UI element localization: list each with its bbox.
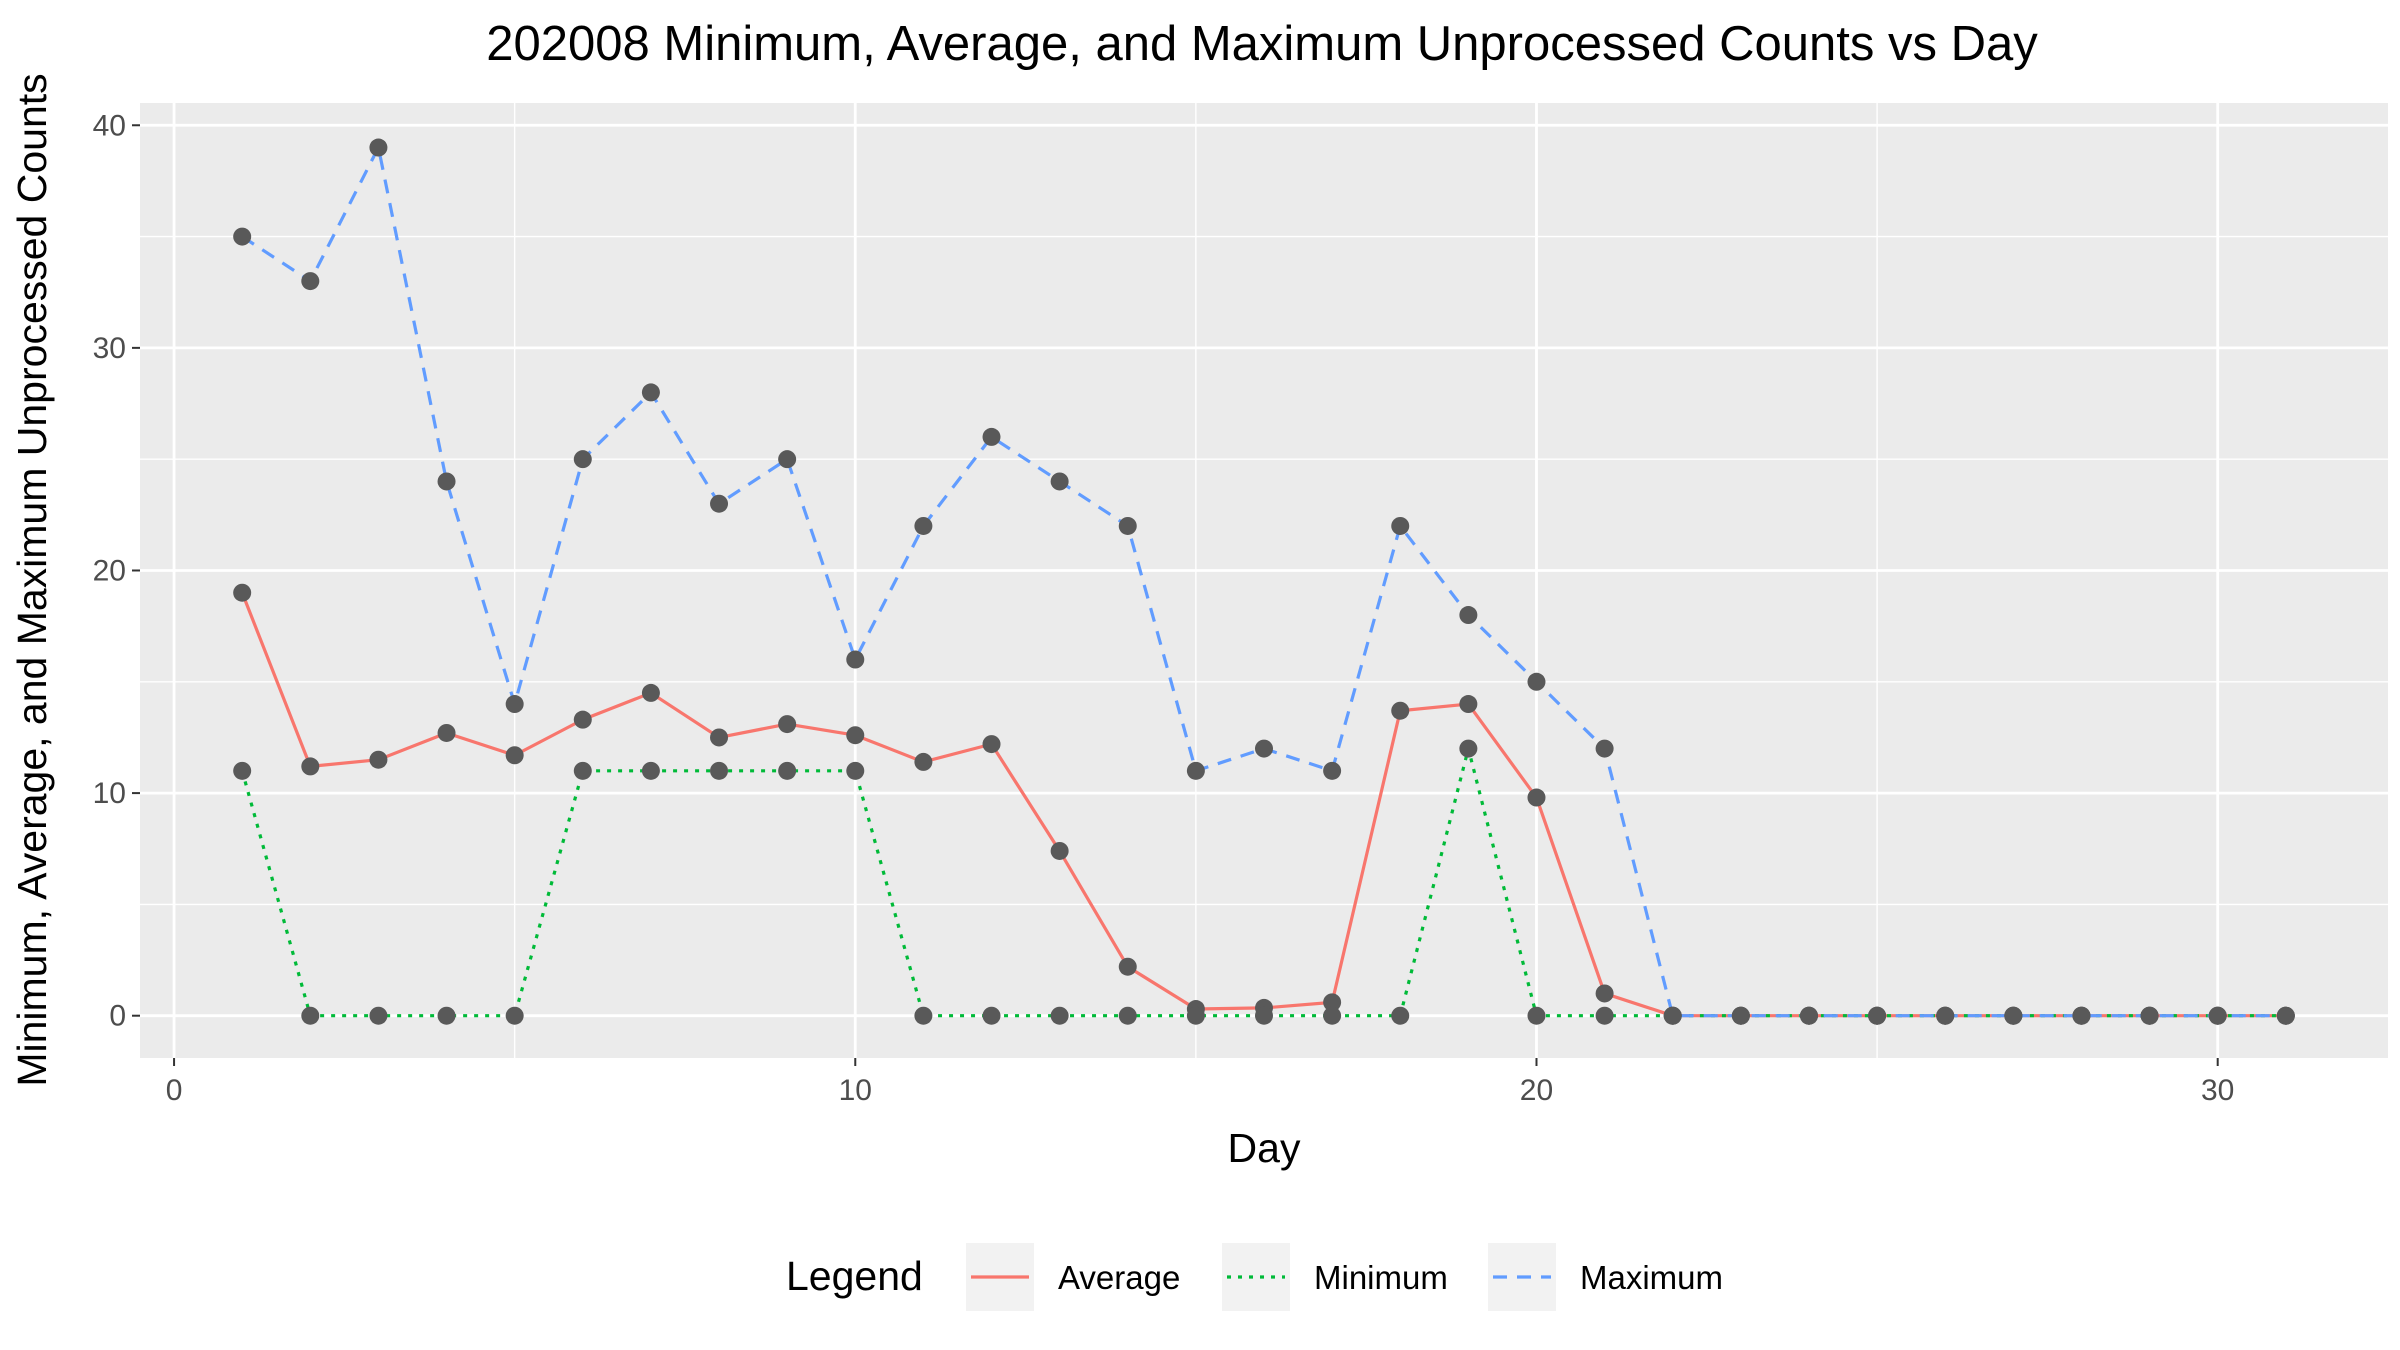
y-axis-title: Minimum, Average, and Maximum Unprocesse… [9,73,55,1086]
data-point-average [846,726,865,745]
data-point-maximum [1527,672,1546,691]
y-tick-label: 0 [109,1000,126,1033]
data-point-maximum [641,383,660,402]
data-point-maximum [1255,739,1273,758]
x-tick-label: 0 [166,1074,183,1107]
chart-title: 202008 Minimum, Average, and Maximum Unp… [486,17,2038,71]
legend-title: Legend [786,1253,923,1299]
y-tick-label: 10 [93,777,126,810]
data-point-average [641,683,660,702]
x-axis: 0 10 20 30 [166,1058,2234,1107]
legend-key-minimum [1222,1243,1290,1311]
data-point-average [1459,695,1478,714]
legend-label-maximum: Maximum [1580,1259,1723,1296]
data-point-maximum [1186,761,1205,780]
data-point-maximum [710,494,729,513]
data-point-maximum [1459,606,1478,625]
x-tick-label: 20 [1520,1074,1553,1107]
x-tick-label: 30 [2201,1074,2234,1107]
data-point-average [1391,701,1410,720]
data-point-maximum [1799,1006,1818,1025]
data-point-maximum [778,450,797,469]
data-point-average [505,746,524,765]
data-points [233,138,2295,1025]
data-point-minimum [1050,1006,1069,1025]
data-point-average [233,583,252,602]
data-point-average [1595,984,1614,1003]
data-point-minimum [710,761,729,780]
data-point-maximum [505,695,524,714]
data-point-maximum [2208,1006,2227,1025]
data-point-minimum [1118,1006,1137,1025]
data-point-average [982,735,1001,754]
data-point-average [573,710,592,729]
data-point-minimum [573,761,592,780]
data-point-average [1323,993,1342,1012]
x-axis-title: Day [1228,1125,1301,1171]
data-point-average [301,757,320,776]
data-point-maximum [1936,1006,1955,1025]
data-point-minimum [778,761,797,780]
x-tick-label: 10 [839,1074,872,1107]
data-point-average [778,715,797,734]
legend-label-average: Average [1058,1259,1180,1296]
data-point-minimum [1186,1006,1205,1025]
data-point-maximum [846,650,865,669]
data-point-minimum [1595,1006,1614,1025]
data-point-maximum [1595,739,1614,758]
data-point-minimum [846,761,865,780]
data-point-maximum [573,450,592,469]
data-point-maximum [2276,1006,2295,1025]
data-point-maximum [1118,516,1137,535]
data-point-maximum [982,427,1001,446]
data-point-maximum [1731,1006,1750,1025]
data-point-average [1118,957,1137,976]
data-point-maximum [437,472,456,491]
data-point-minimum [505,1006,524,1025]
data-point-maximum [2140,1006,2159,1025]
data-point-minimum [1323,1006,1342,1025]
data-point-maximum [369,138,388,157]
data-point-minimum [1255,1006,1273,1025]
data-point-minimum [369,1006,388,1025]
y-tick-label: 40 [93,109,126,142]
data-point-minimum [437,1006,456,1025]
data-point-average [437,723,456,742]
data-point-average [1050,841,1069,860]
data-point-maximum [914,516,933,535]
y-tick-label: 30 [93,332,126,365]
data-point-maximum [2004,1006,2023,1025]
data-point-minimum [301,1006,320,1025]
data-point-minimum [641,761,660,780]
data-point-maximum [2072,1006,2091,1025]
data-point-average [914,752,933,771]
data-point-maximum [233,227,252,246]
data-point-maximum [1391,516,1410,535]
data-point-minimum [233,761,252,780]
data-point-minimum [982,1006,1001,1025]
gridlines [140,103,2388,1058]
legend-label-minimum: Minimum [1314,1259,1448,1296]
data-point-average [710,728,729,747]
data-point-average [369,750,388,769]
data-point-minimum [1527,1006,1546,1025]
data-point-average [1527,788,1546,807]
data-point-maximum [1050,472,1069,491]
data-point-maximum [301,272,320,291]
data-point-minimum [1459,739,1478,758]
legend: Legend Average Minimum Maximum [786,1243,1723,1311]
y-axis: 0 10 20 30 40 [93,109,140,1033]
data-point-maximum [1323,761,1342,780]
data-point-maximum [1868,1006,1887,1025]
data-point-maximum [1663,1006,1682,1025]
y-tick-label: 20 [93,554,126,587]
data-point-minimum [1391,1006,1410,1025]
data-point-minimum [914,1006,933,1025]
